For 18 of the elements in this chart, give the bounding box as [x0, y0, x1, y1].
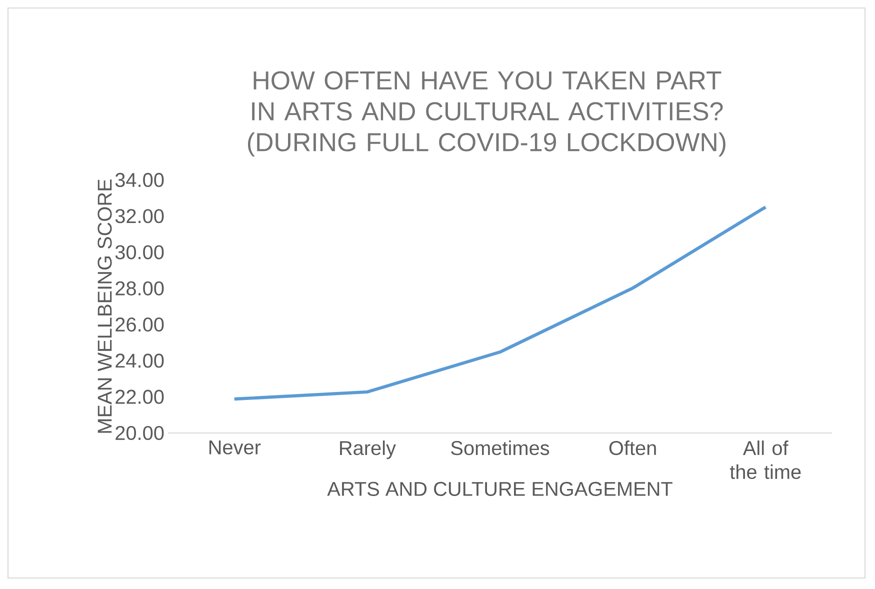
x-tick-label: Never — [209, 440, 261, 454]
x-tick-label: Often — [609, 440, 656, 456]
y-tick-label: 26.00 — [116, 318, 164, 332]
y-tick-label: 22.00 — [116, 390, 164, 404]
x-tick-label: All of the time — [730, 440, 801, 480]
y-tick-label: 32.00 — [115, 209, 164, 224]
x-tick-label: Rarely — [340, 440, 396, 460]
y-tick-label: 20.00 — [116, 426, 164, 440]
x-axis-title: ARTS AND CULTURE ENGAGEMENT — [327, 482, 672, 496]
y-tick-label: 24.00 — [116, 354, 164, 368]
x-tick-label: Sometimes — [451, 440, 550, 456]
line-series — [232, 205, 768, 401]
y-axis-title: MEAN WELLBEING SCORE — [98, 179, 112, 433]
y-tick-label: 28.00 — [116, 281, 164, 296]
y-tick-label: 30.00 — [115, 245, 164, 260]
y-tick-label: 34.00 — [115, 172, 164, 188]
chart-title: HOW OFTEN HAVE YOU TAKEN PART IN ARTS AND CULTURAL ACTIVITIES? — [252, 71, 723, 120]
chart-subtitle: (DURING FULL COVID-19 LOCKDOWN) — [248, 132, 726, 156]
